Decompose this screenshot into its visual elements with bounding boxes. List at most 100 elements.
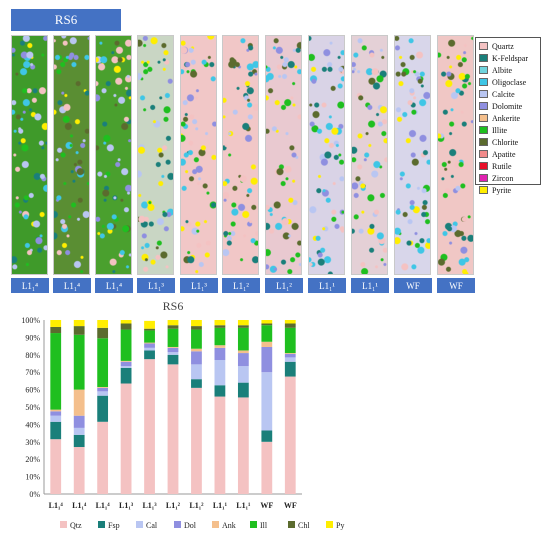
bar-segment-fsp <box>237 382 249 398</box>
bar-segment-fsp <box>50 421 62 440</box>
strip-label: L1₁² <box>265 278 303 293</box>
bar-segment-cal <box>167 352 179 355</box>
bar-segment-ank <box>214 345 226 348</box>
chart-legend-swatch <box>250 521 257 528</box>
x-tick-label: L1₁⁴ <box>72 501 87 510</box>
legend-label: Calcite <box>492 89 515 99</box>
strip-label: L1₁⁴ <box>95 278 133 293</box>
legend-item: Zircon <box>479 172 538 184</box>
chart-legend-label: Ill <box>260 521 268 530</box>
mineral-map-strip <box>53 35 90 275</box>
bar-segment-chl <box>261 323 273 326</box>
mineral-map-strip <box>95 35 132 275</box>
bar-segment-cal <box>214 360 226 386</box>
legend-item: Oligoclase <box>479 76 538 88</box>
x-tick-label: L1₁¹ <box>236 501 251 510</box>
bar-segment-chl <box>120 323 132 330</box>
mineral-map-strip <box>437 35 474 275</box>
bar-segment-ill <box>73 334 85 390</box>
mineral-map-strip <box>137 35 174 275</box>
legend-label: Pyrite <box>492 185 512 195</box>
legend-label: K-Feldspar <box>492 53 528 63</box>
legend-item: Rutile <box>479 160 538 172</box>
bar-segment-ank <box>97 386 109 388</box>
bar-segment-dol <box>191 351 202 365</box>
y-tick-label: 30% <box>25 438 40 447</box>
bar-segment-chl <box>50 326 62 334</box>
bar-segment-ill <box>97 338 109 387</box>
y-tick-label: 100% <box>21 316 40 325</box>
legend-swatch <box>479 126 488 134</box>
bar-segment-py <box>191 320 202 327</box>
legend-swatch <box>479 162 488 170</box>
bar-segment-ill <box>261 325 273 342</box>
bar-segment-qtz <box>73 447 85 494</box>
bar-segment-chl <box>191 326 202 330</box>
strip-label: L1₁¹ <box>308 278 346 293</box>
legend-swatch <box>479 54 488 62</box>
bar-segment-qtz <box>167 364 179 494</box>
bar-segment-dol <box>144 343 155 348</box>
y-tick-label: 80% <box>25 351 40 360</box>
legend-label: Oligoclase <box>492 77 527 87</box>
bar-segment-ank <box>237 350 249 354</box>
strip-label: L1₁¹ <box>351 278 389 293</box>
bar-segment-dol <box>214 347 226 361</box>
y-tick-label: 60% <box>25 386 40 395</box>
legend-swatch <box>479 42 488 50</box>
bar-segment-chl <box>167 325 179 329</box>
bar-segment-dol <box>73 415 85 428</box>
legend-item: Quartz <box>479 40 538 52</box>
legend-label: Chlorite <box>492 137 519 147</box>
bar-segment-ank <box>261 341 273 347</box>
chart-legend-label: Py <box>336 521 344 530</box>
bar-segment-chl <box>237 325 249 328</box>
strip-label: L1₁² <box>222 278 260 293</box>
bar-segment-cal <box>237 366 249 383</box>
legend-label: Quartz <box>492 41 514 51</box>
x-tick-label: L1₁⁴ <box>96 501 111 510</box>
bar-segment-ank <box>167 346 179 348</box>
stacked-bar-chart: RS6 0% 10% 20% 30% 40% 50% 60% 70% 80% 90% 100% L1₁⁴… <box>21 299 344 530</box>
mineral-map-strip <box>308 35 345 275</box>
bar-segment-qtz <box>191 387 202 494</box>
bar-segment-fsp <box>191 379 202 388</box>
legend-swatch <box>479 150 488 158</box>
bar-segment-ill <box>144 330 155 343</box>
bar-segment-ank <box>120 360 132 362</box>
y-tick-label: 40% <box>25 420 40 429</box>
x-tick-label: L1₁³ <box>142 501 157 510</box>
bar-segment-ill <box>50 333 62 410</box>
bar-segment-cal <box>261 372 273 431</box>
bar-segment-cal <box>120 366 132 368</box>
bar-segment-py <box>214 320 226 326</box>
chart-legend-swatch <box>98 521 105 528</box>
bar-segment-qtz <box>214 396 226 494</box>
bar-segment-cal <box>50 415 62 422</box>
bar-segment-py <box>237 320 249 326</box>
x-tick-label: L1₁² <box>189 501 204 510</box>
bar-segment-cal <box>144 347 155 351</box>
legend-label: Ankerite <box>492 113 520 123</box>
bar-segment-qtz <box>144 359 155 494</box>
bar-segment-py <box>261 320 273 324</box>
mineral-map-strip <box>180 35 217 275</box>
bar-segment-ill <box>214 327 226 346</box>
bar-segment-chl <box>214 325 226 328</box>
bar-segment-ill <box>191 329 202 349</box>
bar-segment-chl <box>284 323 296 328</box>
bar-segment-ank <box>50 409 62 412</box>
bar-segment-fsp <box>261 430 273 442</box>
chart-legend-label: Dol <box>184 521 197 530</box>
legend-swatch <box>479 102 488 110</box>
mineral-map-strip <box>265 35 302 275</box>
bar-segment-dol <box>261 346 273 373</box>
strip-label: L1₁⁴ <box>11 278 49 293</box>
x-tick-label: WF <box>260 501 273 510</box>
chart-legend-swatch <box>326 521 333 528</box>
legend-item: Pyrite <box>479 184 538 196</box>
legend-swatch <box>479 66 488 74</box>
x-tick-label: L1₁³ <box>119 501 134 510</box>
legend-label: Dolomite <box>492 101 523 111</box>
bar-segment-cal <box>284 357 296 362</box>
